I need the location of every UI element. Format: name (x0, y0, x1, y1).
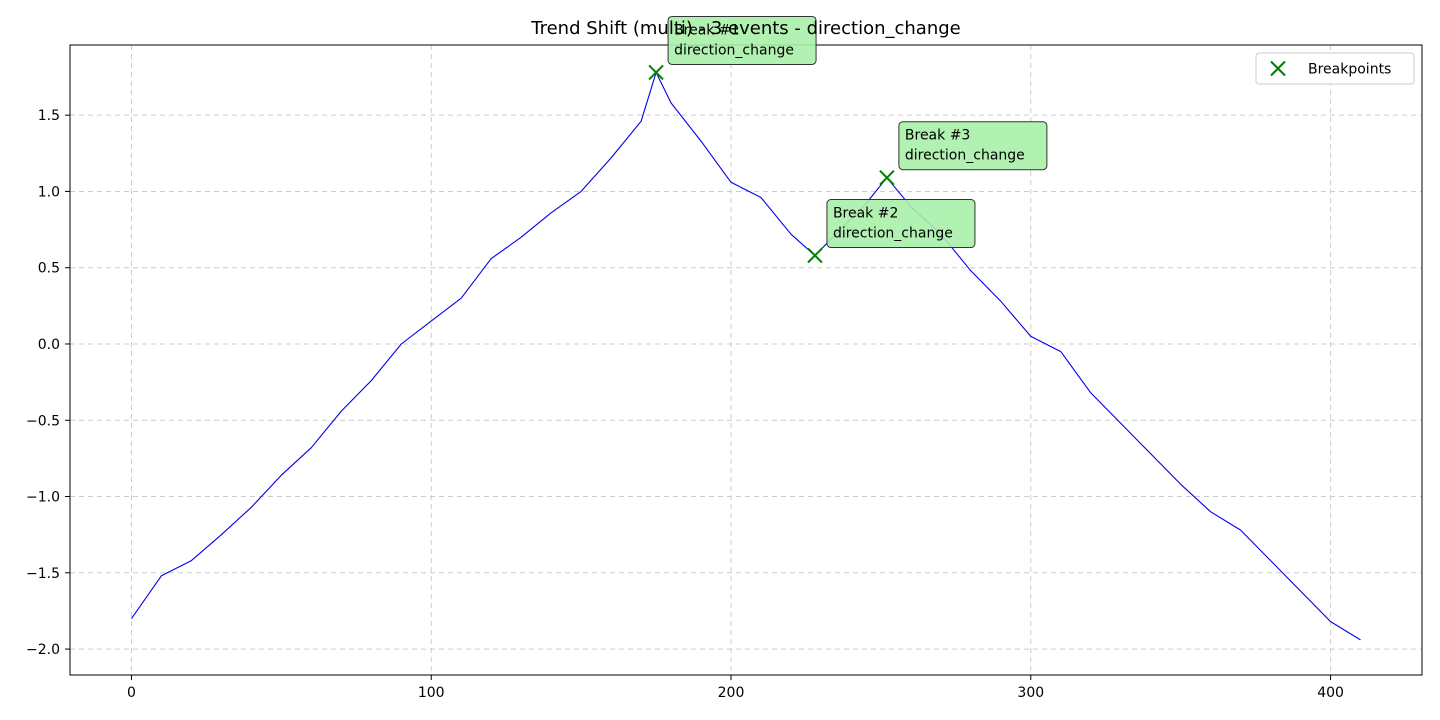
annotation-text: direction_change (833, 226, 953, 242)
legend-label-breakpoints: Breakpoints (1308, 62, 1391, 78)
breakpoint-marker (879, 170, 895, 186)
series-layer (131, 71, 1361, 641)
y-tick-label: −1.5 (26, 566, 60, 582)
legend: Breakpoints (1255, 52, 1415, 85)
breakpoint-annotation: Break #3 direction_change (898, 121, 1048, 171)
x-tick-label: 0 (127, 685, 136, 701)
y-tick-label: 1.0 (38, 184, 60, 200)
breakpoint-marker (807, 247, 823, 264)
y-tick-label: −0.5 (26, 413, 60, 429)
axes (69, 44, 1423, 676)
annotation-box (667, 15, 817, 65)
legend-box (1255, 52, 1415, 85)
breakpoint-marker (648, 64, 664, 81)
x-tick-label: 100 (418, 685, 445, 701)
x-tick-label: 300 (1017, 685, 1044, 701)
legend-marker-icon (1270, 60, 1286, 77)
y-tick-label: −1.0 (26, 490, 60, 506)
y-tick-label: −2.0 (26, 642, 60, 658)
annotation-box (826, 199, 976, 249)
y-tick-label: 0.0 (38, 337, 60, 353)
annotation-text: Break #1 (674, 22, 739, 38)
breakpoint-annotation: Break #2 direction_change (826, 199, 976, 249)
annotation-text: Break #3 (905, 128, 970, 144)
plot-frame (69, 44, 1423, 676)
y-tick-label: 1.5 (38, 108, 60, 124)
breakpoints-layer (648, 64, 895, 264)
annotation-text: direction_change (674, 42, 794, 58)
y-tick-label: 0.5 (38, 261, 60, 277)
x-tick-label: 400 (1317, 685, 1344, 701)
grid (70, 45, 1422, 675)
x-tick-label: 200 (718, 685, 745, 701)
annotation-text: Break #2 (833, 206, 898, 222)
breakpoint-annotation: Break #1 direction_change (667, 15, 817, 65)
ticks: 0 100 200 300 400 −2.0 −1.5 −1.0 −0.5 0.0 0.5 1.0 1.… (26, 108, 1344, 701)
annotation-box (898, 121, 1048, 171)
annotations-layer: Break #1 direction_change Break #2 directio… (667, 15, 1048, 249)
legend-breakpoint-x-icon (1270, 60, 1286, 77)
chart-title: Trend Shift (multi) - 3 events - directi… (530, 18, 961, 39)
annotation-text: direction_change (905, 148, 1025, 164)
series-line (131, 71, 1361, 641)
